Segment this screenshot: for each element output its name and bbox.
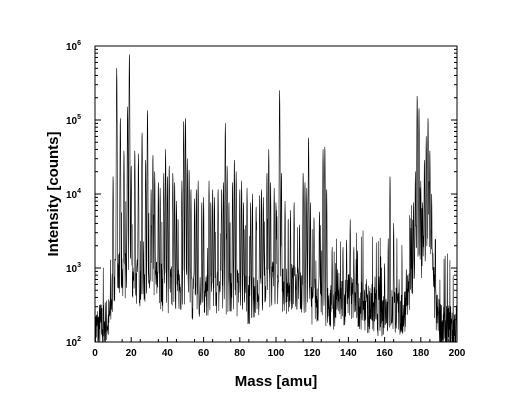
x-tick-label: 40 [162, 348, 174, 359]
y-tick-label: 103 [66, 262, 81, 275]
x-tick-label: 20 [126, 348, 138, 359]
x-tick-label: 60 [198, 348, 210, 359]
x-tick-label: 120 [304, 348, 321, 359]
x-tick-label: 140 [340, 348, 357, 359]
y-tick-label: 105 [66, 114, 81, 127]
plot-frame [94, 45, 458, 343]
y-tick-label: 102 [66, 336, 81, 349]
x-tick-label: 100 [268, 348, 285, 359]
x-tick-label: 160 [376, 348, 393, 359]
x-tick-label: 80 [234, 348, 246, 359]
y-tick-label: 106 [66, 40, 81, 53]
spectrum-series-line [95, 54, 457, 342]
y-axis: 102 103 104 105 106 [66, 40, 457, 349]
x-tick-label: 180 [412, 348, 429, 359]
y-axis-title: Intensity [counts] [45, 131, 62, 256]
series-layer [95, 54, 457, 342]
x-tick-label: 0 [92, 348, 98, 359]
x-axis-title: Mass [amu] [235, 373, 318, 390]
y-tick-label: 104 [66, 188, 81, 201]
x-axis: 0 20 40 60 80 100 120 140 160 180 200 [92, 337, 466, 359]
x-tick-label: 200 [449, 348, 466, 359]
